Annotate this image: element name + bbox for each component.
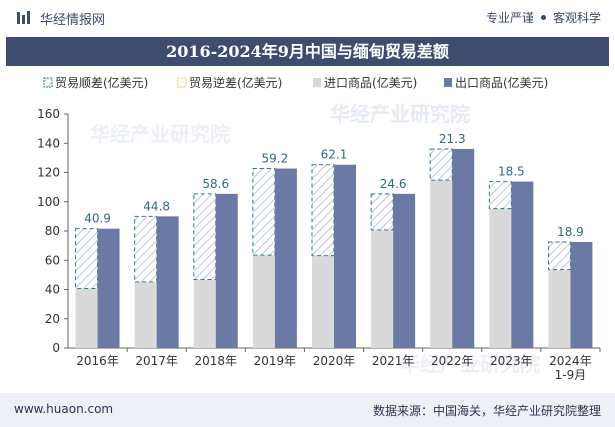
x-tick-label: 2016年 [76, 354, 119, 368]
legend-label: 贸易顺差(亿美元) [55, 75, 148, 90]
legend-swatch-surplus [43, 77, 53, 88]
surplus-data-label: 18.5 [498, 165, 525, 179]
import-bar [252, 255, 275, 348]
export-bar [97, 228, 120, 348]
y-tick-label: 120 [37, 166, 60, 180]
legend-label: 出口商品(亿美元) [455, 75, 548, 90]
watermark-text: 华经产业研究院 [400, 352, 540, 376]
surplus-bar [75, 228, 99, 289]
import-bar [312, 255, 334, 348]
export-bar [215, 193, 238, 348]
surplus-data-label: 40.9 [84, 212, 111, 226]
logo-icon [17, 11, 30, 24]
surplus-bar [193, 193, 217, 281]
export-bar [452, 148, 475, 348]
x-tick-label: 2019年 [254, 354, 297, 368]
watermark-text: 华经产业研究院 [90, 122, 230, 146]
legend-label: 进口商品(亿美元) [324, 75, 417, 90]
x-tick-label: 2017年 [135, 354, 178, 368]
surplus-data-label: 18.9 [557, 225, 584, 239]
y-tick-label: 80 [45, 224, 60, 238]
tag-separator-dot [540, 15, 546, 20]
top-bar: 华经情报网 专业严谨 客观科学 [0, 0, 615, 36]
surplus-data-label: 59.2 [262, 152, 289, 166]
tag-objective: 客观科学 [552, 11, 601, 25]
export-bar [274, 168, 297, 348]
legend-swatch-deficit [177, 77, 187, 88]
surplus-data-label: 21.3 [439, 132, 466, 146]
x-tick-label: 2021年 [372, 354, 415, 368]
chart-title: 2016-2024年9月中国与缅甸贸易差额 [6, 37, 609, 66]
y-tick-label: 0 [52, 341, 60, 355]
surplus-bar [134, 215, 158, 283]
import-bar [134, 281, 157, 348]
y-tick-label: 40 [45, 283, 60, 297]
surplus-bar [488, 181, 512, 210]
surplus-data-label: 44.8 [143, 199, 170, 213]
export-bar [393, 193, 416, 348]
import-bar [548, 269, 571, 348]
import-bar [75, 288, 98, 348]
watermark-text: 华经产业研究院 [330, 102, 470, 126]
export-bar [511, 181, 534, 348]
tagline: 专业严谨 客观科学 [486, 9, 601, 26]
x-tick-label: 2024年 [549, 354, 592, 368]
y-tick-label: 140 [37, 136, 60, 150]
surplus-data-label: 24.6 [380, 177, 407, 191]
x-tick-label: 2023年 [490, 354, 533, 368]
brand[interactable]: 华经情报网 [16, 8, 105, 28]
footer: www.huaon.com 数据来源：中国海关，华经产业研究院整理 [0, 393, 615, 427]
y-tick-label: 60 [45, 253, 60, 267]
surplus-bar [429, 148, 453, 181]
legend-swatch-export [444, 78, 452, 87]
export-bar [156, 216, 179, 348]
x-tick-label: 2020年 [313, 354, 356, 368]
legend-swatch-import [313, 78, 321, 87]
export-bar [334, 164, 356, 348]
site-name: 华经情报网 [40, 12, 106, 28]
surplus-bar [311, 164, 335, 257]
surplus-data-label: 62.1 [321, 148, 348, 162]
import-bar [430, 180, 453, 348]
surplus-bar [547, 241, 571, 271]
import-bar [193, 279, 216, 348]
x-tick-label: 2018年 [195, 354, 238, 368]
import-bar [489, 208, 512, 348]
import-bar [371, 229, 394, 348]
y-tick-label: 100 [37, 195, 60, 209]
y-tick-label: 160 [37, 107, 60, 121]
surplus-bar [252, 168, 276, 256]
y-tick-label: 20 [45, 312, 60, 326]
footer-url[interactable]: www.huaon.com [14, 402, 114, 416]
export-bar [570, 241, 593, 348]
legend-label: 贸易逆差(亿美元) [189, 75, 282, 90]
surplus-bar [370, 193, 394, 231]
tag-professional: 专业严谨 [485, 11, 534, 25]
x-tick-label: 1-9月 [555, 368, 587, 382]
x-tick-label: 2022年 [431, 354, 474, 368]
surplus-data-label: 58.6 [202, 177, 229, 191]
footer-source: 数据来源：中国海关，华经产业研究院整理 [372, 404, 601, 418]
